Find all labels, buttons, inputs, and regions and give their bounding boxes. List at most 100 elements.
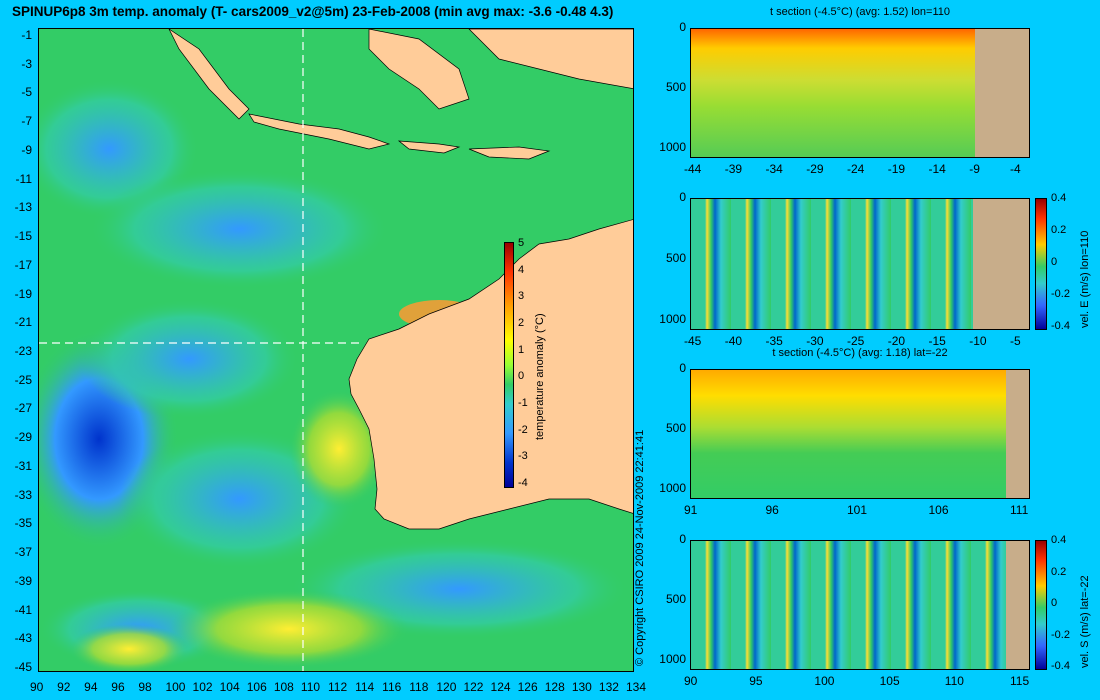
temperature-colorbar-tick: 4	[518, 263, 525, 276]
temperature-colorbar-tick: 5	[518, 237, 525, 249]
map-y-tick: -19	[14, 286, 32, 301]
section-x-tick: -14	[928, 162, 946, 176]
map-y-tick: -11	[15, 171, 32, 186]
map-y-tick: -35	[14, 516, 32, 531]
section-x-tick: 105	[879, 674, 900, 688]
section-x-tick: -30	[806, 334, 824, 348]
map-y-tick: -7	[21, 114, 32, 129]
section-y-tick: 0	[679, 361, 686, 375]
map-x-tick: 94	[84, 680, 98, 694]
figure-title: SPINUP6p8 3m temp. anomaly (T- cars2009_…	[12, 4, 614, 19]
map-x-tick: 90	[30, 680, 44, 694]
map-y-tick: -27	[14, 401, 32, 416]
map-y-tick: -15	[14, 229, 32, 244]
section-y-tick: 500	[665, 251, 686, 265]
section-field	[691, 541, 1006, 669]
temperature-colorbar-tick: -4	[518, 477, 528, 489]
velocity-colorbar	[1035, 540, 1047, 670]
map-y-tick: -29	[14, 430, 32, 445]
section-plot[interactable]	[690, 369, 1030, 499]
section-x-tick: 95	[749, 674, 763, 688]
map-y-tick: -21	[14, 315, 32, 330]
section-y-tick: 500	[665, 421, 686, 435]
map-x-tick: 100	[165, 680, 186, 694]
map-x-tick: 102	[192, 680, 213, 694]
map-x-tick: 122	[463, 680, 484, 694]
section-x-tick: 101	[847, 503, 868, 517]
section-y-tick: 500	[665, 80, 686, 94]
map-x-tick: 96	[111, 680, 125, 694]
section-x-tick: 96	[765, 503, 779, 517]
temperature-colorbar-tick: 1	[518, 343, 525, 356]
velocity-colorbar	[1035, 198, 1047, 330]
velocity-colorbar-tick: -0.4	[1051, 660, 1070, 672]
temperature-anomaly-map[interactable]	[38, 28, 634, 672]
map-x-tick: 116	[382, 680, 402, 694]
velocity-colorbar-tick: 0.4	[1051, 192, 1067, 204]
temperature-colorbar-tick: 0	[518, 370, 525, 383]
section-y-tick: 0	[679, 532, 686, 546]
temperature-colorbar-tick: -1	[518, 397, 528, 409]
temperature-colorbar-tick: -3	[518, 450, 528, 463]
map-y-tick: -45	[14, 660, 32, 674]
copyright-note: © Copyright CSIRO 2009 24-Nov-2009 22:41…	[634, 429, 646, 666]
map-y-tick: -1	[21, 28, 32, 42]
section-x-tick: 91	[684, 503, 698, 517]
map-y-tick: -41	[14, 602, 32, 617]
section-x-tick: -15	[928, 334, 946, 348]
section-field	[691, 29, 975, 157]
section-title: t section (-4.5°C) (avg: 1.52) lon=110	[770, 6, 950, 18]
section-x-tick: 115	[1010, 674, 1030, 688]
temperature-colorbar-label: temperature anomaly (°C)	[534, 313, 546, 440]
map-y-tick: -39	[14, 573, 32, 588]
velocity-colorbar-tick: 0	[1051, 256, 1058, 268]
map-y-tick: -5	[21, 85, 32, 100]
section-x-tick: -35	[765, 334, 783, 348]
section-plot[interactable]	[690, 198, 1030, 330]
section-x-tick: -40	[724, 334, 743, 348]
section-x-tick: -39	[724, 162, 743, 176]
velocity-colorbar-tick: -0.4	[1051, 320, 1070, 332]
section-title: t section (-4.5°C) (avg: 1.18) lat=-22	[772, 347, 948, 359]
map-y-tick: -25	[14, 372, 32, 387]
section-x-tick: 90	[684, 674, 698, 688]
section-plot[interactable]	[690, 28, 1030, 158]
section-y-tick: 500	[665, 592, 686, 606]
map-y-tick: -9	[21, 142, 32, 157]
section-plot[interactable]	[690, 540, 1030, 670]
velocity-colorbar-tick: 0.4	[1051, 534, 1067, 546]
section-x-tick: -29	[806, 162, 824, 176]
velocity-colorbar-tick: 0.2	[1051, 224, 1067, 236]
velocity-colorbar-label: vel. S (m/s) lat=-22	[1079, 575, 1091, 668]
map-y-tick: -13	[14, 200, 32, 215]
map-x-axis: 90 92 94 96 98 100 102 104 106 108 110 112 114 116 118…	[30, 680, 646, 696]
map-x-tick: 126	[517, 680, 538, 694]
section-field	[691, 370, 1006, 498]
section-x-tick: -10	[969, 334, 987, 348]
temperature-colorbar-ticks: 5 4 3 2 1 0 -1 -2 -3 -4	[518, 237, 538, 489]
section-x-tick: 110	[944, 674, 964, 688]
map-x-tick: 120	[436, 680, 457, 694]
section-x-tick: 111	[1010, 503, 1029, 517]
temperature-colorbar-tick: 3	[518, 290, 525, 303]
section-field	[691, 199, 973, 329]
section-y-tick: 1000	[659, 652, 686, 666]
map-x-tick: 128	[544, 680, 565, 694]
velocity-colorbar-label: vel. E (m/s) lon=110	[1079, 230, 1091, 328]
map-y-tick: -23	[14, 344, 32, 358]
map-x-tick: 110	[300, 680, 321, 694]
map-y-tick: -43	[14, 631, 32, 646]
section-x-tick: 106	[928, 503, 949, 517]
map-x-tick: 98	[138, 680, 152, 694]
section-x-tick: -34	[765, 162, 783, 176]
temperature-colorbar-tick: -2	[518, 423, 528, 436]
section-y-tick: 0	[679, 20, 686, 34]
map-y-tick: -3	[21, 56, 32, 71]
map-x-tick: 134	[626, 680, 647, 694]
velocity-colorbar-tick: -0.2	[1051, 288, 1070, 300]
map-x-tick: 112	[328, 680, 348, 694]
map-x-tick: 106	[246, 680, 267, 694]
section-y-tick: 0	[679, 190, 686, 204]
map-y-tick: -33	[14, 487, 32, 502]
map-x-tick: 130	[571, 680, 592, 694]
